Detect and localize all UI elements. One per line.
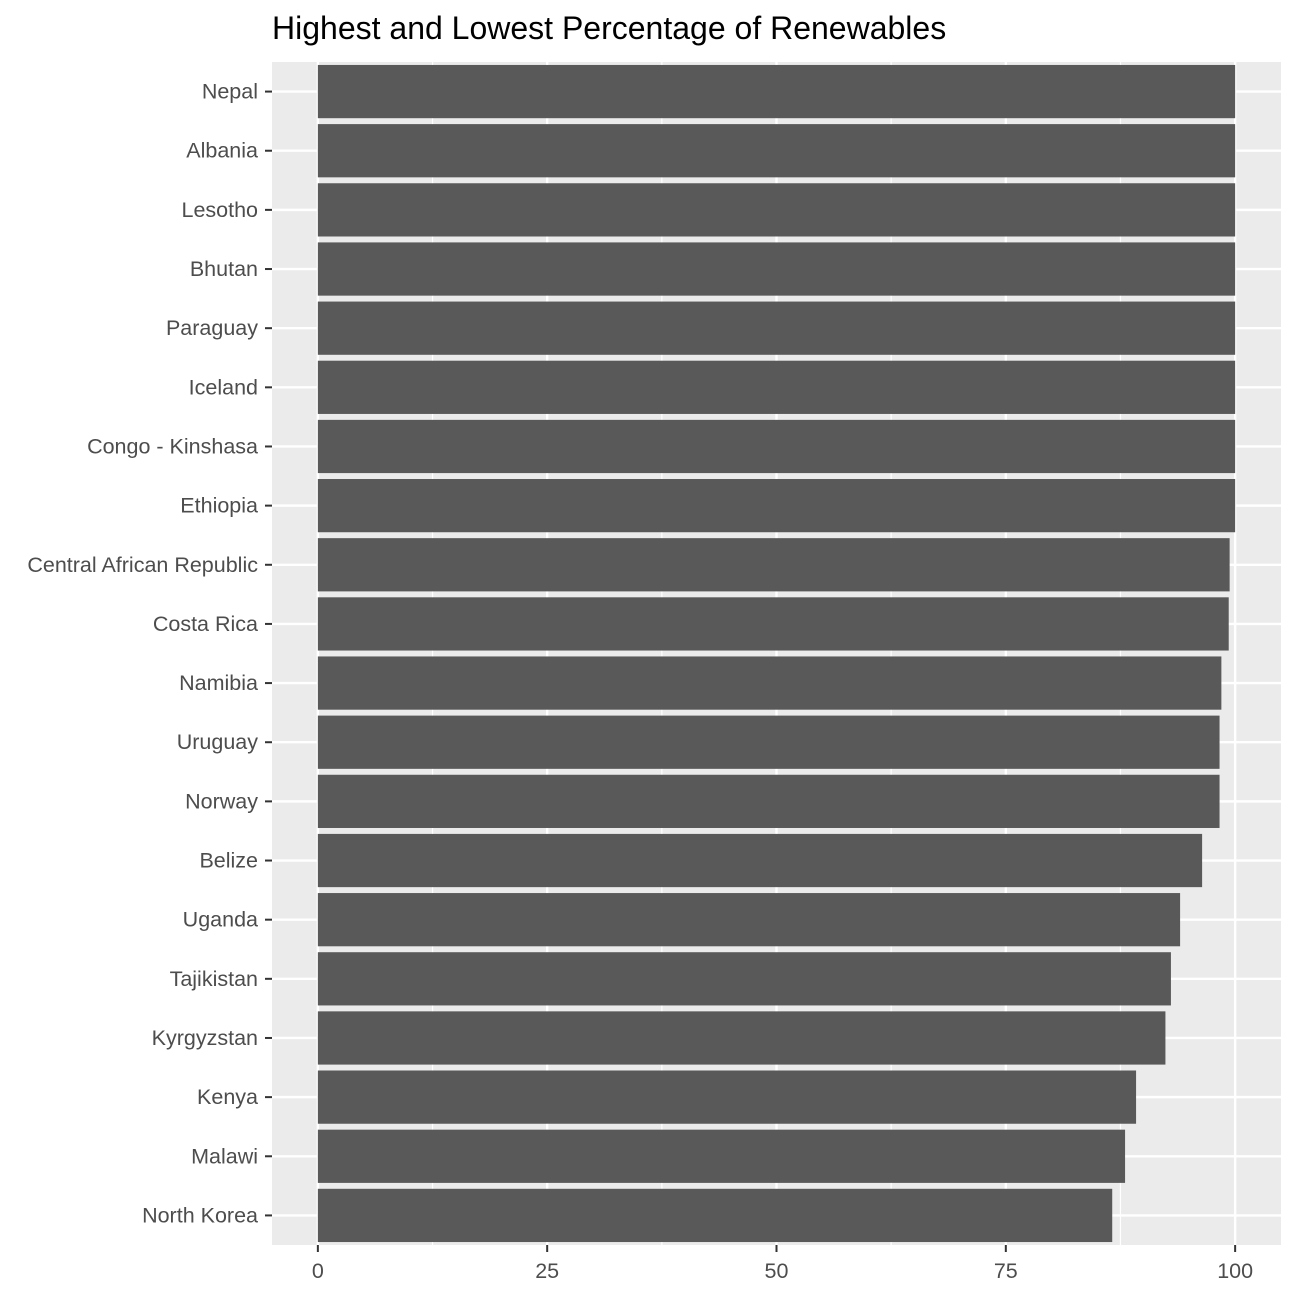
bar [317,1188,1113,1243]
bar [317,715,1220,769]
y-tick-label: Bhutan [190,257,258,281]
y-tick-label: Namibia [179,671,258,695]
y-tick-label: Belize [199,849,258,873]
bar [317,1129,1126,1183]
y-tick-label: Norway [185,789,258,813]
bar [317,597,1229,651]
bar [317,124,1236,178]
y-tick-label: Kenya [197,1085,258,1109]
bar [317,64,1236,119]
bar [317,183,1236,237]
y-tick-label: Tajikistan [170,967,258,991]
bar [317,1011,1166,1065]
x-tick-label: 100 [1217,1259,1253,1283]
x-tick-label: 50 [765,1259,789,1283]
x-tick-label: 75 [994,1259,1018,1283]
bar [317,774,1220,828]
y-tick-label: North Korea [142,1203,258,1227]
y-tick-label: Kyrgyzstan [152,1026,258,1050]
bar [317,419,1236,474]
bar [317,479,1236,533]
y-tick-label: Costa Rica [153,612,258,636]
x-tick-label: 0 [312,1259,324,1283]
y-tick-label: Lesotho [181,198,258,222]
bar [317,538,1230,592]
y-tick-label: Albania [186,139,258,163]
bar [317,952,1171,1006]
y-tick-label: Paraguay [166,316,258,340]
bar [317,301,1236,355]
x-tick-label: 25 [535,1259,559,1283]
bar [317,242,1236,296]
y-tick-label: Uganda [183,908,258,932]
bar [317,893,1181,947]
bar [317,360,1236,414]
y-tick-label: Uruguay [177,730,259,754]
chart-title: Highest and Lowest Percentage of Renewab… [272,10,947,46]
bar [317,1070,1137,1124]
y-tick-label: Nepal [202,80,258,104]
y-tick-label: Congo - Kinshasa [87,434,258,458]
y-tick-label: Iceland [189,375,258,399]
y-tick-label: Central African Republic [27,553,258,577]
bar [317,833,1203,888]
bar [317,656,1222,710]
y-tick-label: Ethiopia [180,494,258,518]
y-tick-label: Malawi [191,1144,258,1168]
